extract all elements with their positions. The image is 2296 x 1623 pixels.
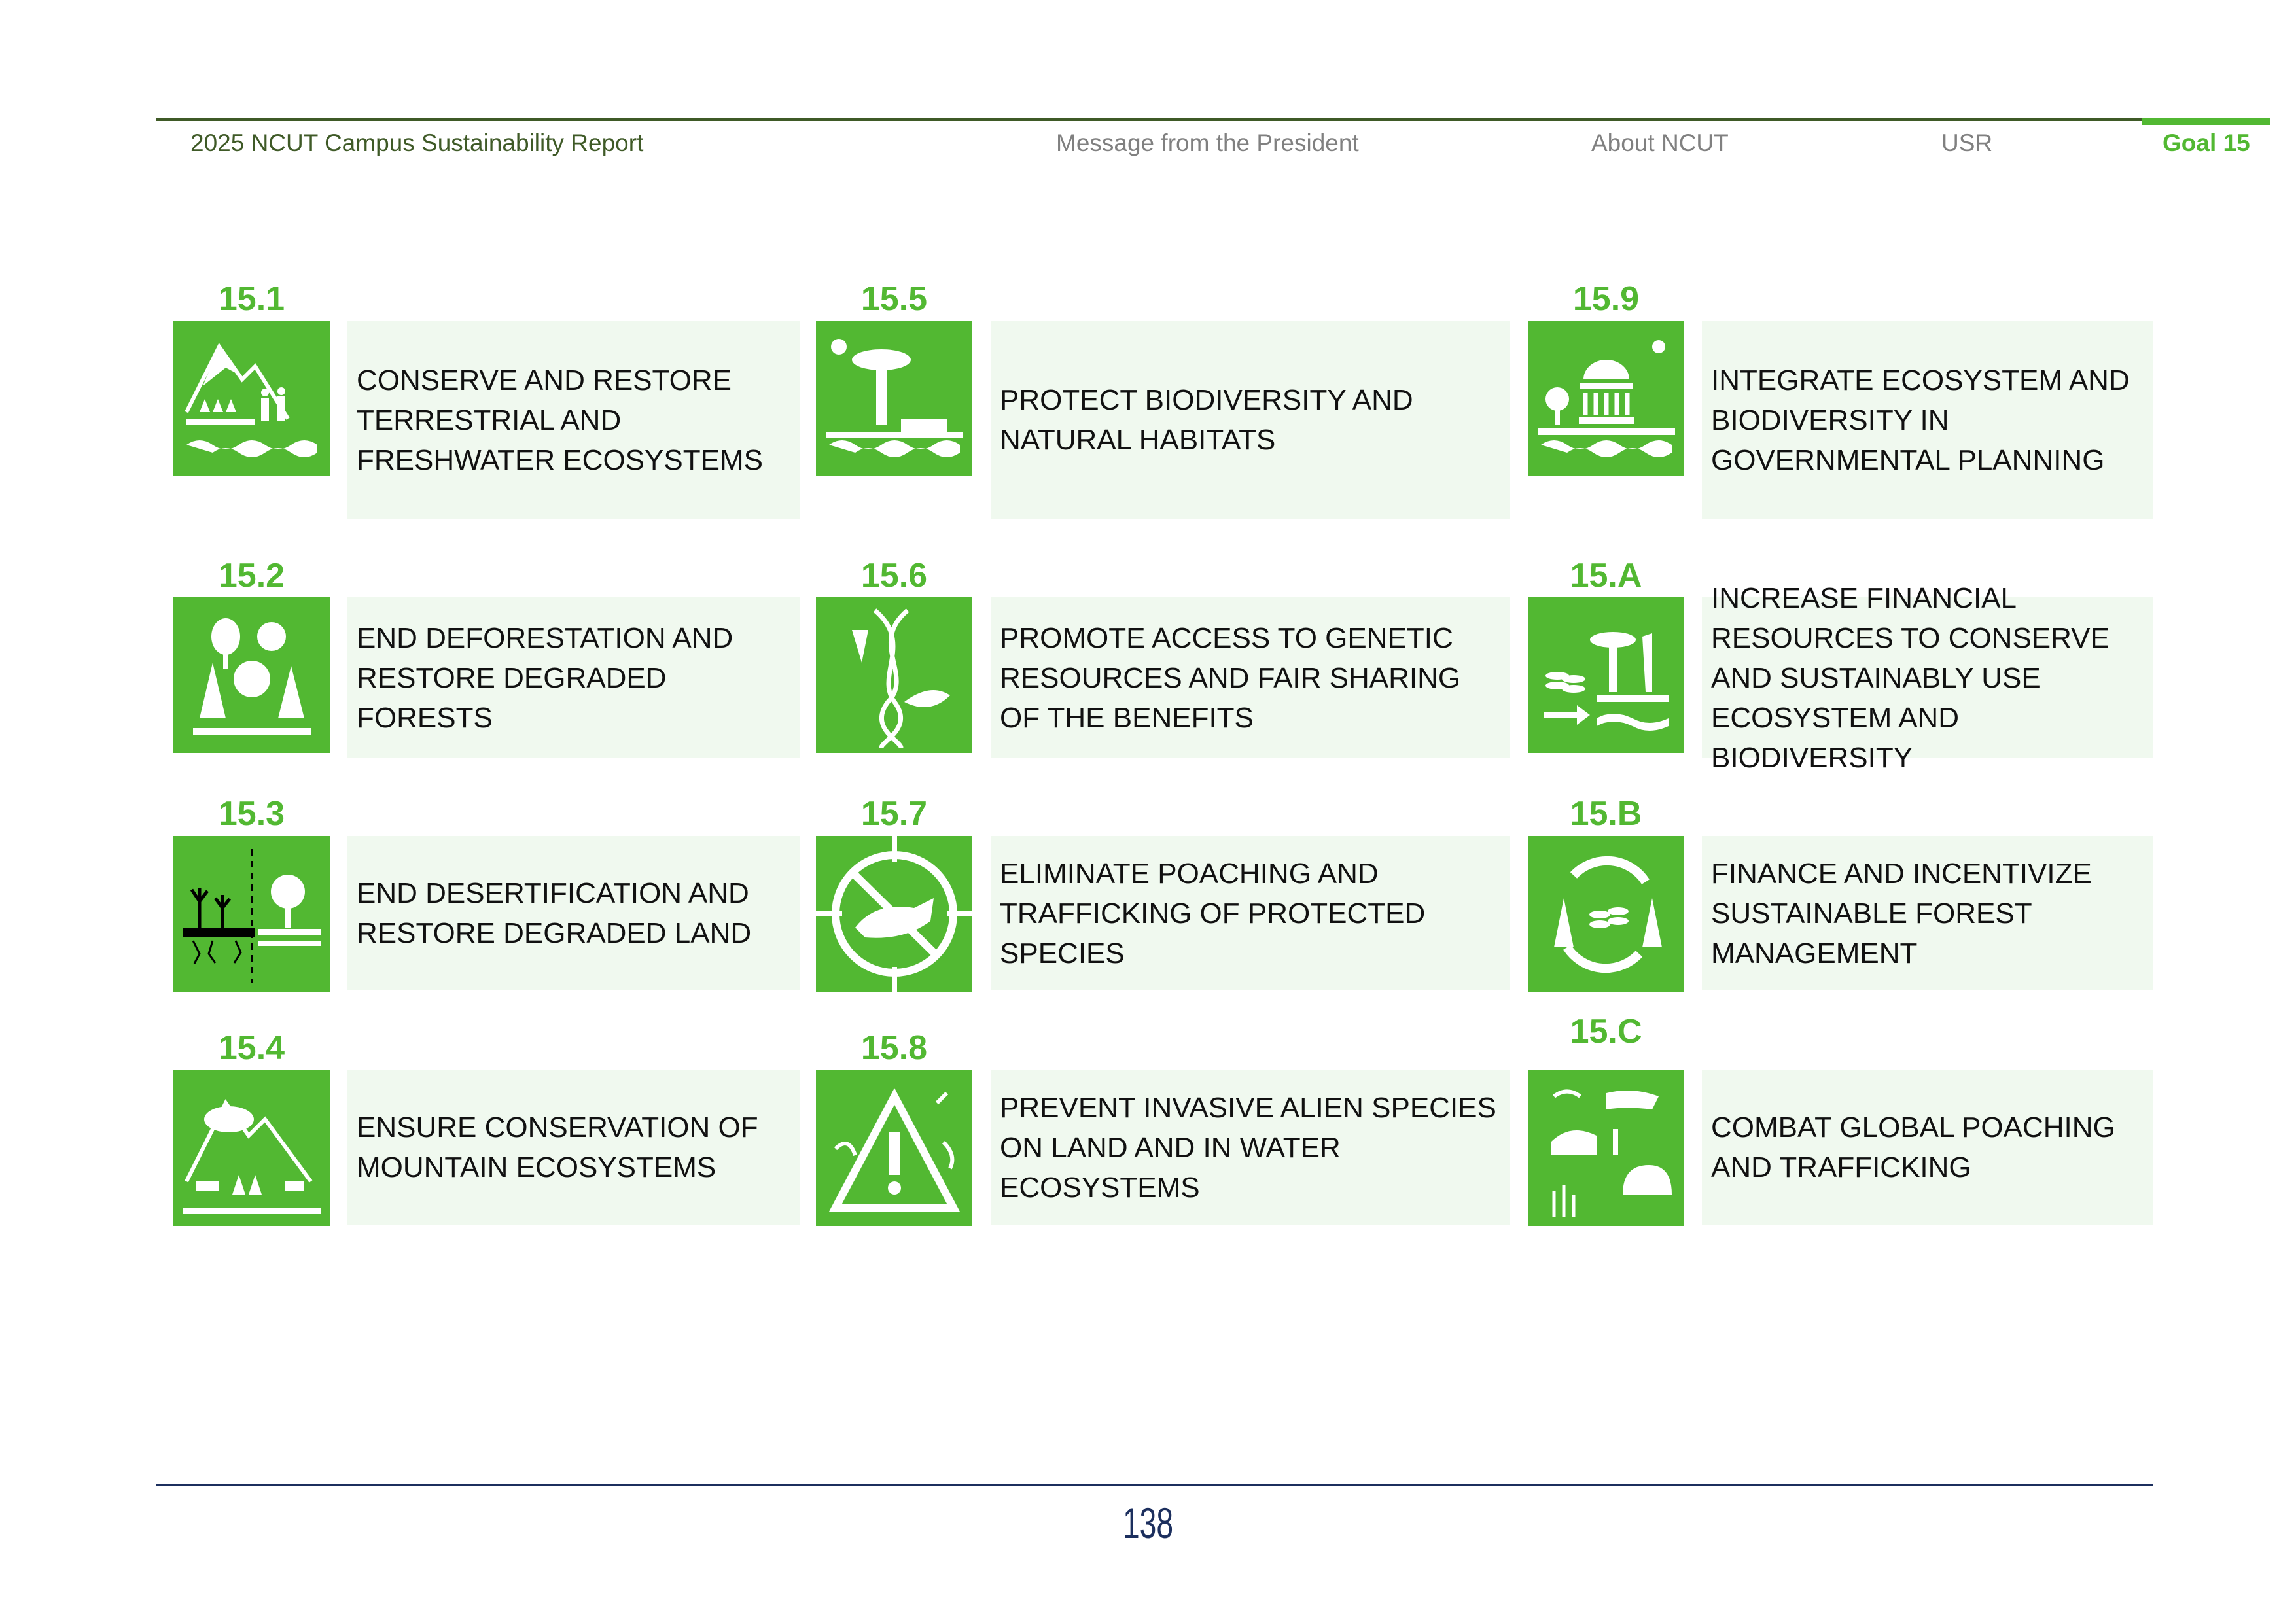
- target-number: 15.9: [1572, 280, 1640, 318]
- target-description: FINANCE AND INCENTIVIZE SUSTAINABLE FORE…: [1711, 857, 2092, 969]
- target-description-box: END DESERTIFICATION AND RESTORE DEGRADED…: [347, 836, 800, 990]
- financial-resources-icon: [1528, 597, 1684, 753]
- target-number: 15.3: [218, 795, 285, 833]
- invasive-warning-icon: [816, 1070, 972, 1226]
- target-number: 15.C: [1570, 1013, 1642, 1051]
- target-description-box: INTEGRATE ECOSYSTEM AND BIODIVERSITY IN …: [1702, 321, 2153, 519]
- target-number: 15.A: [1570, 557, 1642, 595]
- target-number: 15.5: [860, 280, 928, 318]
- target-description: COMBAT GLOBAL POACHING AND TRAFFICKING: [1711, 1111, 2115, 1183]
- target-description: ENSURE CONSERVATION OF MOUNTAIN ECOSYSTE…: [357, 1111, 758, 1183]
- target-description-box: PREVENT INVASIVE ALIEN SPECIES ON LAND A…: [991, 1070, 1510, 1225]
- page-number: 138: [1122, 1499, 1174, 1547]
- target-number: 15.B: [1570, 795, 1642, 833]
- target-description: END DEFORESTATION AND RESTORE DEGRADED F…: [357, 621, 733, 734]
- target-description-box: ELIMINATE POACHING AND TRAFFICKING OF PR…: [991, 836, 1510, 990]
- desertification-icon: [173, 836, 330, 992]
- target-number: 15.6: [860, 557, 928, 595]
- target-description: ELIMINATE POACHING AND TRAFFICKING OF PR…: [1000, 857, 1426, 969]
- target-description-box: PROTECT BIODIVERSITY AND NATURAL HABITAT…: [991, 321, 1510, 519]
- target-description: CONSERVE AND RESTORE TERRESTRIAL AND FRE…: [357, 364, 763, 476]
- nav-about-ncut[interactable]: About NCUT: [1591, 130, 1729, 156]
- target-description-box: END DEFORESTATION AND RESTORE DEGRADED F…: [347, 597, 800, 758]
- nav-usr[interactable]: USR: [1941, 130, 1993, 156]
- forest-icon: [173, 597, 330, 753]
- target-description: PROMOTE ACCESS TO GENETIC RESOURCES AND …: [1000, 621, 1461, 734]
- target-number: 15.8: [860, 1029, 928, 1067]
- target-description-box: ENSURE CONSERVATION OF MOUNTAIN ECOSYSTE…: [347, 1070, 800, 1225]
- nav-message-from-president[interactable]: Message from the President: [1056, 130, 1359, 156]
- target-number: 15.1: [218, 280, 285, 318]
- target-description: INTEGRATE ECOSYSTEM AND BIODIVERSITY IN …: [1711, 364, 2130, 476]
- mountain-people-water-icon: [173, 321, 330, 476]
- target-description: PROTECT BIODIVERSITY AND NATURAL HABITAT…: [1000, 384, 1413, 456]
- target-description-box: CONSERVE AND RESTORE TERRESTRIAL AND FRE…: [347, 321, 800, 519]
- header-rule: [156, 118, 2142, 121]
- target-description-box: INCREASE FINANCIAL RESOURCES TO CONSERVE…: [1702, 582, 2153, 774]
- target-description-box: FINANCE AND INCENTIVIZE SUSTAINABLE FORE…: [1702, 836, 2153, 990]
- target-number: 15.2: [218, 557, 285, 595]
- dna-plant-icon: [816, 597, 972, 753]
- target-description-box: PROMOTE ACCESS TO GENETIC RESOURCES AND …: [991, 597, 1510, 758]
- report-title: 2025 NCUT Campus Sustainability Report: [190, 130, 644, 156]
- forest-finance-cycle-icon: [1528, 836, 1684, 992]
- target-number: 15.4: [218, 1029, 285, 1067]
- target-description-box: COMBAT GLOBAL POACHING AND TRAFFICKING: [1702, 1070, 2153, 1225]
- biodiversity-habitat-icon: [816, 321, 972, 476]
- target-description: PREVENT INVASIVE ALIEN SPECIES ON LAND A…: [1000, 1091, 1496, 1204]
- footer-rule: [156, 1484, 2153, 1486]
- no-poaching-icon: [816, 836, 972, 992]
- wildlife-icon: [1528, 1070, 1684, 1226]
- target-number: 15.7: [860, 795, 928, 833]
- government-ecosystem-icon: [1528, 321, 1684, 476]
- mountain-animals-icon: [173, 1070, 330, 1226]
- nav-goal-15[interactable]: Goal 15: [2163, 130, 2250, 156]
- header-active-marker: [2142, 118, 2270, 125]
- target-description: INCREASE FINANCIAL RESOURCES TO CONSERVE…: [1711, 582, 2110, 774]
- target-description: END DESERTIFICATION AND RESTORE DEGRADED…: [357, 877, 752, 949]
